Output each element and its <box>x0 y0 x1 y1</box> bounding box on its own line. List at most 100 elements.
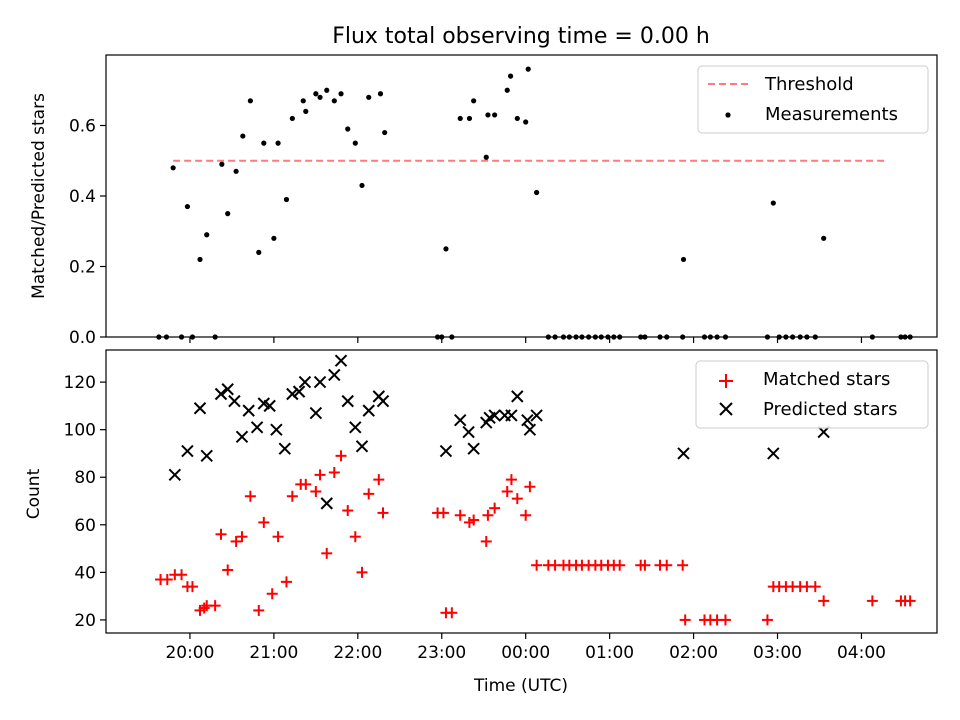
predicted-star-point <box>193 402 207 415</box>
predicted-star-point <box>523 423 537 436</box>
matched-star-point <box>501 486 513 497</box>
measurement-point <box>324 87 330 93</box>
matched-star-point <box>377 507 389 519</box>
matched-star-point <box>328 466 340 478</box>
x-tick-label: 02:00 <box>669 643 718 663</box>
predicted-star-point <box>263 399 276 413</box>
matched-star-point <box>198 602 210 614</box>
matched-star-point <box>349 531 361 543</box>
matched-star-point <box>176 569 188 581</box>
matched-star-point <box>209 600 221 612</box>
measurement-point <box>359 182 365 189</box>
matched-star-point <box>818 595 830 607</box>
matched-star-point <box>511 493 523 505</box>
bottom-ticks: 20 40 60 80 100 120 20:00 21:00 22:00 23:00 00:00 0… <box>64 373 886 663</box>
predicted-star-point <box>488 409 501 422</box>
top-legend-box <box>697 65 929 134</box>
measurement-point <box>170 165 176 171</box>
matched-star-point <box>215 528 227 540</box>
predicted-star-point <box>286 387 299 401</box>
bottom-y-tick-label: 60 <box>74 516 96 536</box>
measurement-point <box>338 91 344 97</box>
matched-star-point <box>520 509 532 521</box>
predicted-star-point <box>328 368 341 382</box>
predicted-star-point <box>168 468 182 482</box>
predicted-star-point <box>355 440 369 453</box>
measurement-point <box>197 256 203 263</box>
measurement-point <box>256 249 262 255</box>
measurement-point <box>225 211 231 217</box>
matched-star-point <box>677 559 689 571</box>
x-tick-label: 22:00 <box>333 643 382 663</box>
matched-star-point <box>272 531 284 543</box>
matched-star-point <box>230 535 242 547</box>
measurement-point <box>204 232 210 238</box>
measurement-point <box>466 115 473 122</box>
bottom-y-tick-label: 120 <box>64 373 96 393</box>
top-y-tick-label: 0.4 <box>69 187 96 207</box>
matched-star-point <box>335 450 347 462</box>
bottom-data-marks <box>155 354 916 626</box>
measurement-point <box>514 115 520 122</box>
bottom-y-tick-label: 20 <box>74 611 96 631</box>
matched-star-point <box>236 531 248 543</box>
measurement-point <box>247 98 253 104</box>
predicted-star-point <box>677 447 690 460</box>
predicted-star-point <box>505 409 518 422</box>
measurement-point <box>525 66 531 72</box>
predicted-star-point <box>214 387 228 401</box>
predicted-star-point <box>376 394 390 408</box>
legend-matched-swatch <box>719 374 733 388</box>
legend-predicted-label: Predicted stars <box>763 399 897 420</box>
matched-star-point <box>314 469 326 481</box>
matched-star-point <box>446 607 458 619</box>
predicted-star-point <box>270 423 283 436</box>
top-y-tick-label: 0.6 <box>69 117 96 137</box>
x-tick-label: 00:00 <box>501 643 550 663</box>
measurement-point <box>492 112 498 118</box>
bottom-legend: Matched stars Predicted stars <box>695 360 929 429</box>
predicted-star-point <box>467 442 480 455</box>
top-legend: Threshold Measurements <box>697 65 929 134</box>
matched-star-point <box>505 474 517 486</box>
measurement-point <box>352 140 358 146</box>
measurement-point <box>331 98 337 104</box>
measurement-point <box>283 196 290 203</box>
matched-star-point <box>482 509 494 521</box>
matched-star-point <box>310 486 322 497</box>
measurement-point <box>821 235 827 241</box>
matched-star-point <box>468 514 480 526</box>
matched-star-point <box>866 595 878 607</box>
measurement-point <box>289 115 295 122</box>
matched-star-point <box>342 505 354 517</box>
measurement-point <box>317 94 323 100</box>
predicted-star-point <box>235 430 249 444</box>
matched-star-point <box>161 573 173 585</box>
matched-star-point <box>244 490 256 502</box>
matched-star-point <box>356 566 368 578</box>
measurement-point <box>680 256 687 263</box>
x-tick-label: 23:00 <box>417 643 466 663</box>
predicted-star-point <box>250 421 264 434</box>
predicted-star-point <box>362 404 375 417</box>
matched-star-point <box>719 614 731 626</box>
predicted-star-point <box>181 444 194 458</box>
matched-star-point <box>363 488 375 500</box>
measurement-point <box>366 94 372 100</box>
measurement-point <box>457 115 463 122</box>
measurement-point <box>303 108 309 114</box>
top-ticks: 0.0 0.2 0.4 0.6 <box>69 117 863 348</box>
matched-star-point <box>679 614 691 626</box>
matched-star-point <box>321 547 333 559</box>
matched-star-point <box>639 559 651 571</box>
predicted-star-point <box>309 406 323 420</box>
measurement-point <box>300 98 306 104</box>
measurement-point <box>483 154 489 160</box>
legend-measurements-label: Measurements <box>765 104 898 125</box>
measurement-point <box>443 246 449 252</box>
matched-star-point <box>454 509 466 521</box>
matched-star-point <box>253 604 265 616</box>
predicted-star-point <box>511 390 524 403</box>
measurement-point <box>275 140 281 146</box>
